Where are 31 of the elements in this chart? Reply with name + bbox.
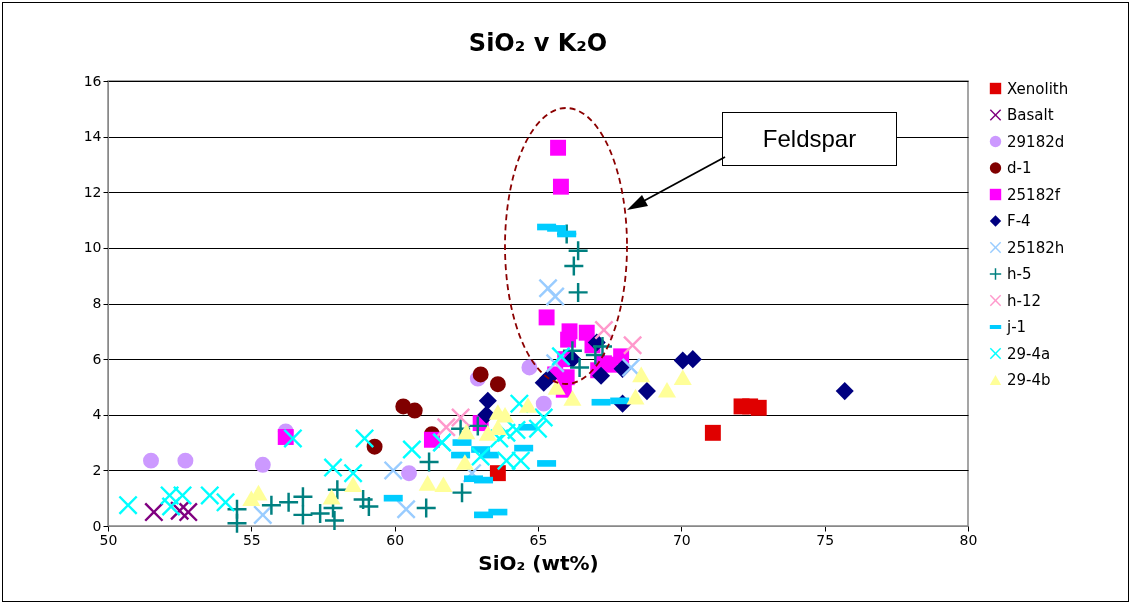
legend-label: 29-4a xyxy=(1007,344,1051,363)
legend-label: j-1 xyxy=(1006,318,1027,336)
y-tick-label: 10 xyxy=(83,239,102,256)
x-axis-title: SiO₂ (wt%) xyxy=(478,550,599,575)
y-tick-label: 8 xyxy=(92,295,102,311)
y-tick-label: 4 xyxy=(92,406,102,423)
legend-label: 25182h xyxy=(1007,238,1065,257)
y-tick-label: 16 xyxy=(83,72,102,89)
legend-label: 29-4b xyxy=(1007,371,1051,389)
x-tick-label: 65 xyxy=(529,531,548,548)
legend-label: F-4 xyxy=(1007,212,1031,230)
x-tick-label: 50 xyxy=(99,531,118,548)
legend-label: Xenolith xyxy=(1007,79,1069,98)
chart-title: SiO₂ v K₂O xyxy=(468,29,608,57)
y-tick-label: 2 xyxy=(92,461,102,478)
legend-label: Basalt xyxy=(1007,106,1054,124)
x-tick-label: 70 xyxy=(672,531,691,548)
x-tick-label: 75 xyxy=(816,531,835,548)
x-tick-label: 80 xyxy=(959,531,978,548)
y-tick-label: 14 xyxy=(83,128,102,145)
legend-label: h-5 xyxy=(1007,265,1032,283)
x-tick-label: 60 xyxy=(386,531,405,548)
legend-label: 25182f xyxy=(1007,185,1061,204)
legend-label: d-1 xyxy=(1007,159,1032,177)
y-tick-label: 6 xyxy=(92,350,102,367)
legend-label: 29182d xyxy=(1007,132,1065,151)
x-tick-label: 55 xyxy=(242,531,261,548)
legend-label: h-12 xyxy=(1007,291,1042,310)
y-tick-label: 12 xyxy=(83,183,102,200)
y-tick-label: 0 xyxy=(92,517,102,534)
callout-box: Feldspar xyxy=(722,112,897,166)
